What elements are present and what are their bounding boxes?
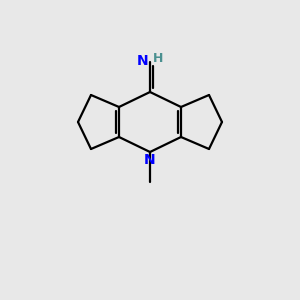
Text: N: N	[144, 153, 156, 167]
Text: H: H	[153, 52, 163, 64]
Text: N: N	[137, 54, 149, 68]
